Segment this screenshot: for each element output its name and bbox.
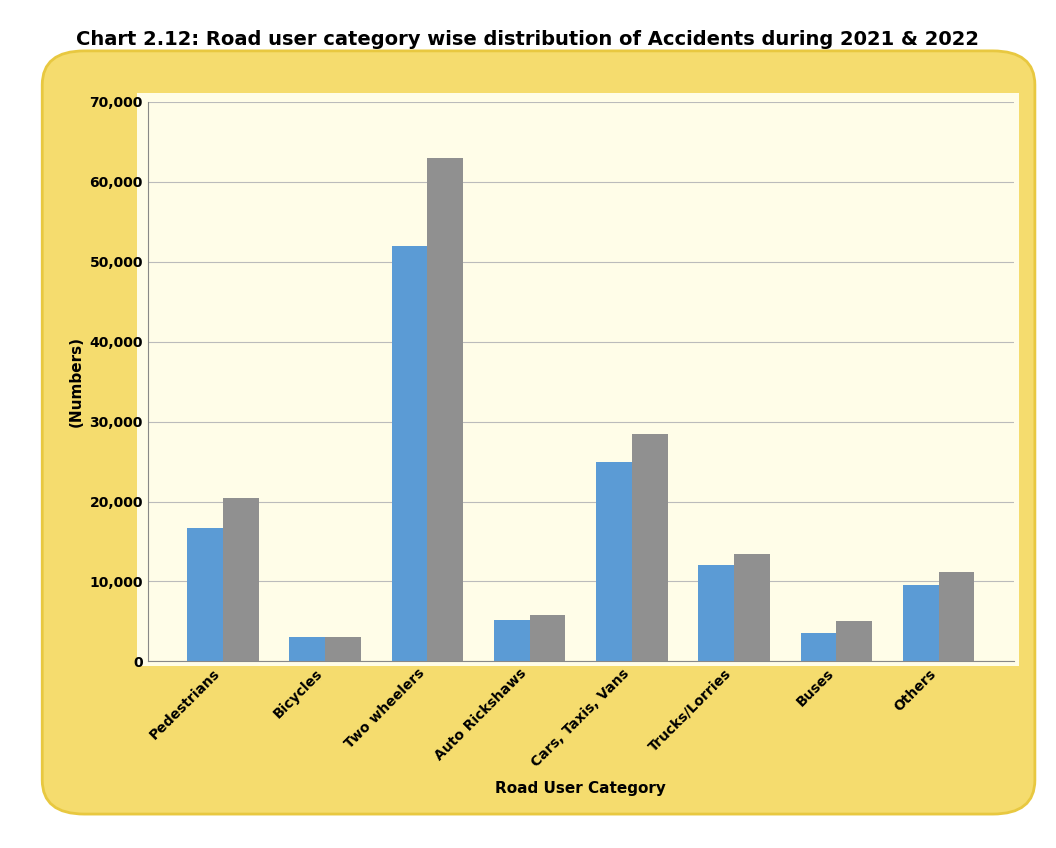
Bar: [325, 638, 361, 661]
Bar: [428, 158, 464, 661]
X-axis label: Road User Category: Road User Category: [495, 781, 666, 795]
Bar: [289, 638, 325, 661]
Text: Chart 2.12: Road user category wise distribution of Accidents during 2021 & 2022: Chart 2.12: Road user category wise dist…: [76, 30, 980, 48]
Bar: [631, 433, 667, 661]
Y-axis label: (Numbers): (Numbers): [69, 336, 83, 427]
Bar: [223, 498, 259, 661]
Bar: [494, 620, 530, 661]
Bar: [903, 585, 939, 661]
Bar: [734, 554, 770, 661]
Bar: [836, 622, 872, 661]
Bar: [187, 528, 223, 661]
Bar: [800, 633, 836, 661]
Bar: [597, 461, 631, 661]
Bar: [530, 615, 565, 661]
Bar: [939, 572, 975, 661]
Bar: [392, 246, 428, 661]
Bar: [698, 566, 734, 661]
